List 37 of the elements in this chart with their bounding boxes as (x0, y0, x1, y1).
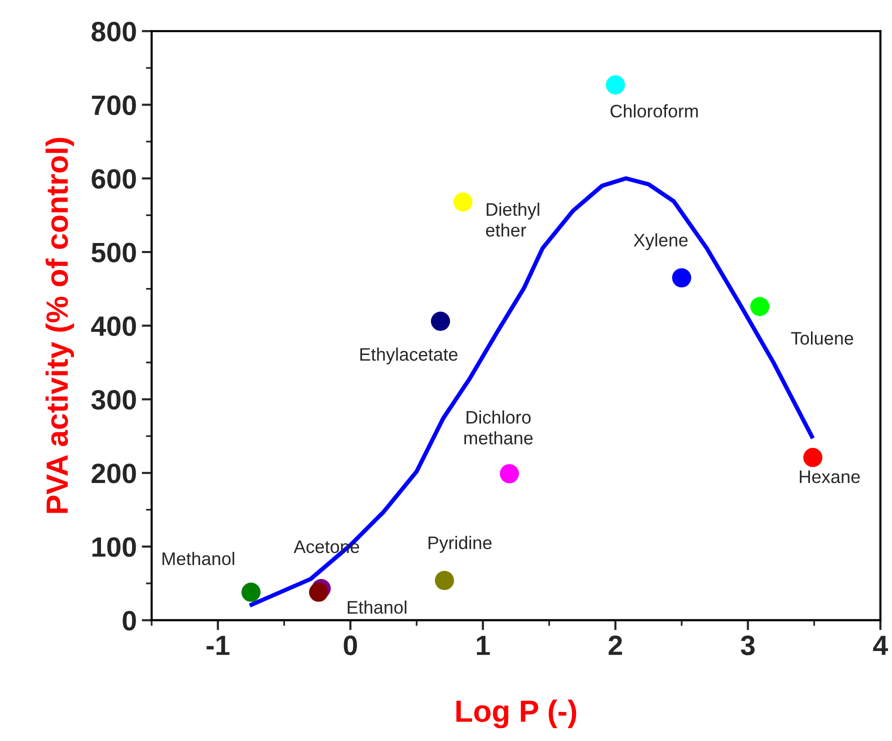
point (803, 448, 822, 468)
y-tick-label: 700 (92, 95, 136, 116)
point (606, 75, 625, 94)
x-tick-label: 0 (344, 636, 357, 656)
x-tick-label: 1 (476, 636, 490, 655)
point (434, 570, 454, 590)
series-label: Methanol (162, 552, 234, 566)
y-tick-label: 0 (122, 610, 136, 631)
y-tick-label: 600 (92, 169, 136, 189)
y-tick-label: 300 (91, 390, 136, 410)
point (453, 192, 473, 212)
series-label: Ethylacetate (360, 348, 458, 364)
point (309, 582, 328, 602)
series-label: Diethyl ether (486, 202, 540, 237)
x-tick-label: 3 (740, 636, 755, 656)
y-tick-label: 400 (91, 316, 136, 336)
x-tick-label: -1 (206, 636, 230, 655)
x-tick-label: 2 (608, 636, 622, 655)
point (500, 464, 519, 484)
point (241, 582, 261, 602)
point (750, 296, 770, 316)
series-label: Pyridine (428, 536, 492, 553)
series-label: Toluene (791, 331, 854, 345)
x-tick-label: 4 (873, 636, 888, 655)
series-label: Hexane (800, 470, 860, 484)
y-tick-label: 500 (92, 242, 136, 262)
y-tick-label: 100 (92, 537, 136, 557)
point (430, 312, 450, 331)
series-label: Dichloro methane (464, 410, 533, 444)
series-label: Xylene (634, 233, 688, 250)
x-axis-title: Log P (-) (456, 700, 576, 728)
point (672, 268, 692, 288)
y-tick-label: 200 (92, 464, 136, 484)
y-axis-title: PVA activity (% of control) (46, 138, 74, 513)
series-label: Ethanol (348, 600, 406, 614)
series-label: Chloroform (610, 104, 698, 118)
y-tick-label: 800 (92, 22, 136, 42)
